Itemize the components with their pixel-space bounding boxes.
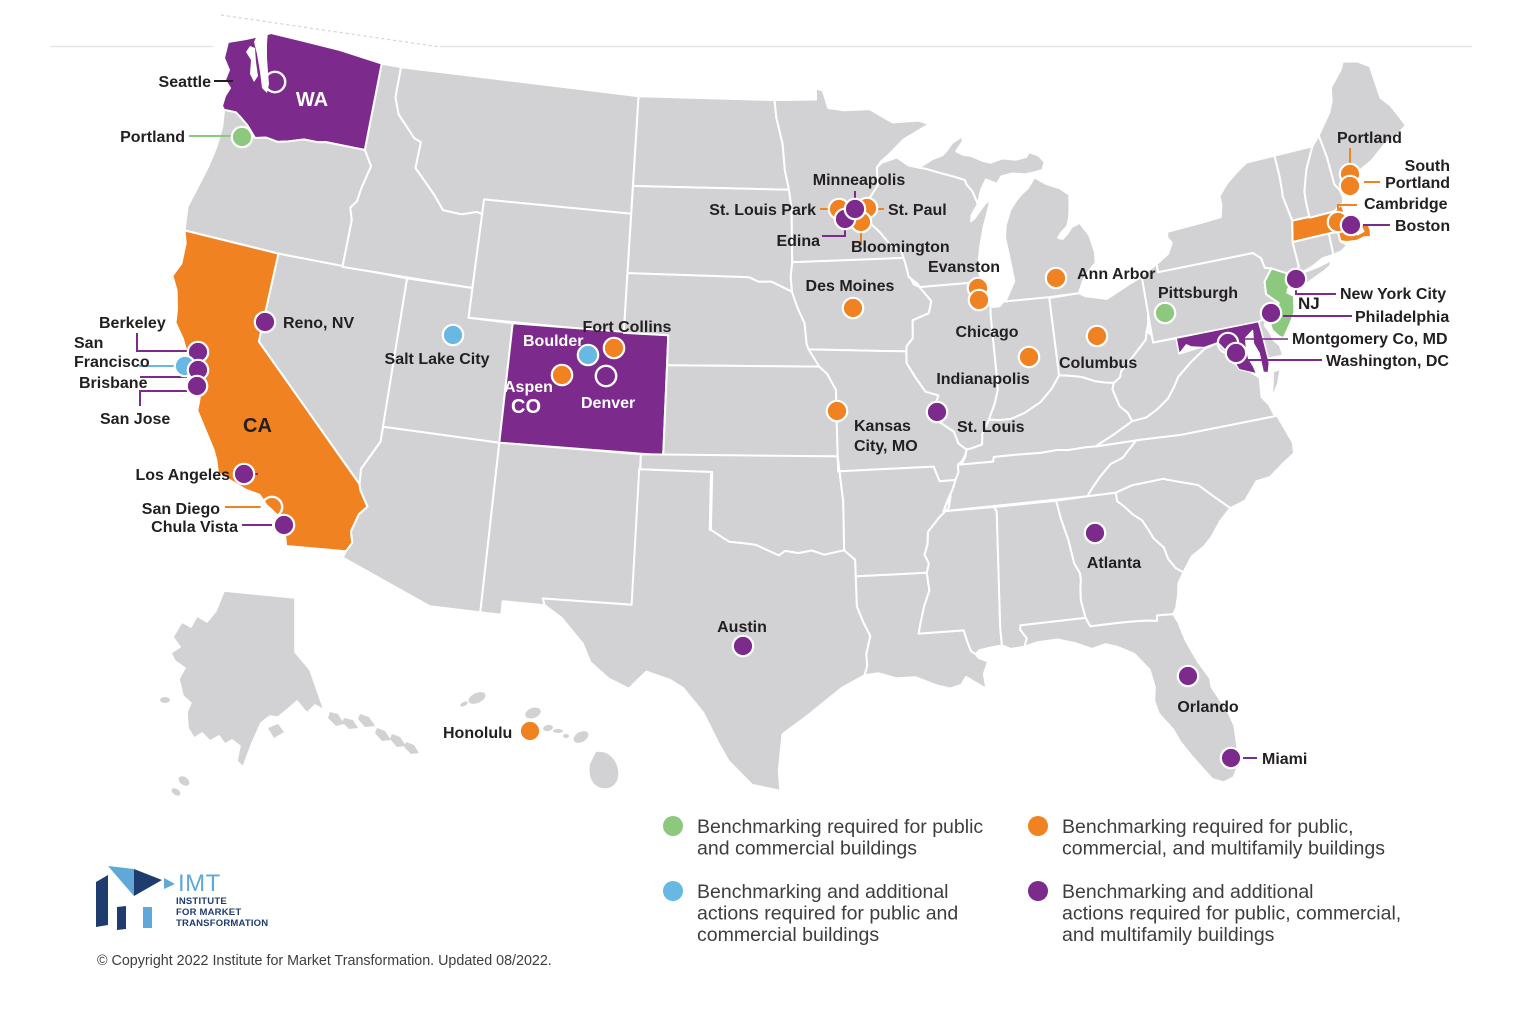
svg-text:Indianapolis: Indianapolis xyxy=(936,371,1029,388)
svg-text:Benchmarking and additional: Benchmarking and additional xyxy=(1062,881,1314,903)
svg-text:Boston: Boston xyxy=(1395,218,1450,235)
svg-text:Chicago: Chicago xyxy=(955,324,1018,341)
svg-text:Washington, DC: Washington, DC xyxy=(1326,353,1449,370)
svg-text:St. Paul: St. Paul xyxy=(888,202,947,219)
svg-text:Seattle: Seattle xyxy=(159,74,212,91)
svg-text:Montgomery Co, MD: Montgomery Co, MD xyxy=(1292,331,1448,348)
svg-text:and commercial buildings: and commercial buildings xyxy=(697,838,917,860)
svg-text:Berkeley: Berkeley xyxy=(99,315,166,332)
svg-text:San Diego: San Diego xyxy=(142,501,220,518)
svg-text:St. Louis Park: St. Louis Park xyxy=(709,202,816,219)
svg-text:IMT: IMT xyxy=(178,870,221,897)
svg-text:Aspen: Aspen xyxy=(504,379,553,396)
svg-text:Brisbane: Brisbane xyxy=(79,375,148,392)
svg-text:Honolulu: Honolulu xyxy=(443,725,512,742)
svg-text:actions required for public, c: actions required for public, commercial, xyxy=(1062,903,1401,925)
svg-text:City, MO: City, MO xyxy=(854,438,918,455)
svg-text:Benchmarking required for publ: Benchmarking required for public xyxy=(697,816,983,838)
svg-text:Philadelphia: Philadelphia xyxy=(1355,309,1449,326)
svg-text:St. Louis: St. Louis xyxy=(957,419,1025,436)
svg-text:WA: WA xyxy=(296,89,328,111)
svg-text:Francisco: Francisco xyxy=(74,354,150,371)
svg-text:Benchmarking and additional: Benchmarking and additional xyxy=(697,881,949,903)
svg-text:Chula Vista: Chula Vista xyxy=(151,519,238,536)
svg-text:San: San xyxy=(74,335,103,352)
svg-text:Denver: Denver xyxy=(581,395,635,412)
svg-text:actions required for public an: actions required for public and xyxy=(697,903,958,925)
svg-text:© Copyright 2022 Institute for: © Copyright 2022 Institute for Market Tr… xyxy=(97,953,552,969)
svg-text:Des Moines: Des Moines xyxy=(806,278,895,295)
svg-text:Ann Arbor: Ann Arbor xyxy=(1077,266,1156,283)
svg-text:Boulder: Boulder xyxy=(523,333,583,350)
svg-text:Reno, NV: Reno, NV xyxy=(283,315,354,332)
svg-text:NJ: NJ xyxy=(1298,294,1320,313)
svg-text:Columbus: Columbus xyxy=(1059,355,1137,372)
svg-text:Portland: Portland xyxy=(120,129,185,146)
svg-text:Portland: Portland xyxy=(1385,175,1450,192)
svg-text:CO: CO xyxy=(511,396,541,418)
svg-text:FOR MARKET: FOR MARKET xyxy=(176,907,241,918)
svg-text:Miami: Miami xyxy=(1262,751,1307,768)
svg-text:CA: CA xyxy=(243,415,272,437)
svg-text:Atlanta: Atlanta xyxy=(1087,555,1141,572)
svg-text:South: South xyxy=(1405,158,1450,175)
svg-text:San Jose: San Jose xyxy=(100,411,170,428)
svg-text:and multifamily buildings: and multifamily buildings xyxy=(1062,924,1275,946)
svg-text:Cambridge: Cambridge xyxy=(1364,196,1448,213)
svg-text:Benchmarking required for publ: Benchmarking required for public, xyxy=(1062,816,1354,838)
svg-text:Edina: Edina xyxy=(776,233,820,250)
svg-text:commercial, and multifamily bu: commercial, and multifamily buildings xyxy=(1062,838,1385,860)
svg-text:New York City: New York City xyxy=(1340,286,1446,303)
svg-text:Los Angeles: Los Angeles xyxy=(135,467,230,484)
svg-text:Portland: Portland xyxy=(1337,130,1402,147)
svg-text:TRANSFORMATION: TRANSFORMATION xyxy=(176,918,268,929)
svg-text:Evanston: Evanston xyxy=(928,259,1000,276)
svg-text:Austin: Austin xyxy=(717,619,767,636)
svg-text:Orlando: Orlando xyxy=(1177,699,1239,716)
svg-text:commercial buildings: commercial buildings xyxy=(697,924,879,946)
svg-text:Bloomington: Bloomington xyxy=(851,239,950,256)
svg-text:Pittsburgh: Pittsburgh xyxy=(1158,285,1238,302)
svg-text:Salt Lake City: Salt Lake City xyxy=(385,351,490,368)
svg-text:Fort Collins: Fort Collins xyxy=(583,319,672,336)
svg-text:Kansas: Kansas xyxy=(854,418,911,435)
svg-text:INSTITUTE: INSTITUTE xyxy=(176,896,227,907)
svg-text:Minneapolis: Minneapolis xyxy=(813,172,906,189)
